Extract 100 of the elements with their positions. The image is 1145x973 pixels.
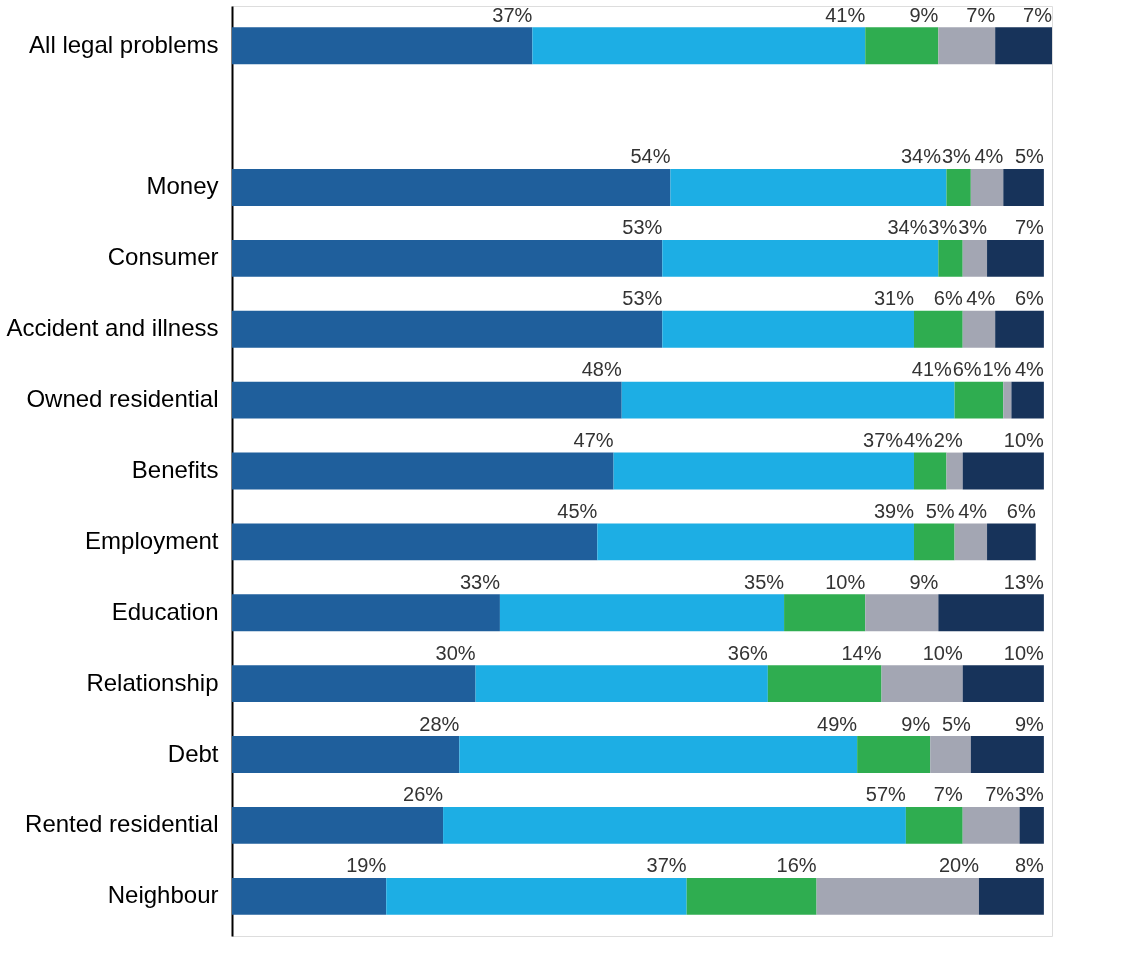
bar bbox=[1003, 381, 1012, 419]
bar bbox=[232, 452, 614, 490]
y-tick-label: Owned residential bbox=[26, 385, 219, 413]
bar bbox=[1003, 169, 1044, 206]
data-label: 10% bbox=[1003, 641, 1045, 664]
bar bbox=[662, 239, 939, 277]
bar bbox=[232, 310, 663, 348]
bar bbox=[962, 806, 1020, 844]
y-tick-label: Money bbox=[146, 172, 219, 200]
bar bbox=[232, 169, 671, 206]
data-label: 37% bbox=[492, 3, 533, 26]
y-tick-label: Benefits bbox=[131, 456, 219, 483]
bar bbox=[475, 665, 768, 703]
data-label: 48% bbox=[581, 358, 622, 381]
bar bbox=[995, 310, 1044, 348]
bar bbox=[499, 594, 785, 632]
bar bbox=[670, 169, 947, 206]
bar bbox=[995, 27, 1052, 65]
y-tick-label: Neighbour bbox=[107, 881, 219, 909]
bar bbox=[962, 310, 996, 348]
data-label: 9% bbox=[909, 570, 939, 593]
data-label: 45% bbox=[557, 499, 598, 522]
bar bbox=[954, 523, 988, 561]
data-label: 3% bbox=[941, 145, 972, 168]
data-label: 9% bbox=[1014, 712, 1045, 735]
bar bbox=[232, 877, 387, 915]
data-label: 4% bbox=[903, 429, 934, 451]
data-label: 26% bbox=[403, 783, 444, 806]
data-label: 6% bbox=[1014, 287, 1045, 310]
data-label: 34% bbox=[900, 145, 942, 168]
data-label: 7% bbox=[933, 783, 963, 806]
bar bbox=[938, 239, 963, 277]
data-label: 36% bbox=[727, 641, 769, 664]
y-tick-label: All legal problems bbox=[29, 30, 219, 58]
bar bbox=[970, 169, 1004, 206]
bar bbox=[905, 806, 963, 844]
bar bbox=[954, 381, 1004, 419]
bar bbox=[232, 665, 476, 703]
bar bbox=[946, 169, 971, 206]
bar bbox=[987, 523, 1036, 561]
data-label: 57% bbox=[865, 783, 907, 806]
data-label: 5% bbox=[1014, 145, 1045, 168]
bar bbox=[232, 239, 663, 277]
data-label: 3% bbox=[1014, 783, 1045, 806]
y-tick-label: Accident and illness bbox=[6, 314, 219, 342]
data-label: 6% bbox=[933, 287, 963, 310]
data-label: 19% bbox=[346, 854, 387, 877]
bar bbox=[970, 736, 1044, 773]
data-label: 1% bbox=[982, 358, 1012, 381]
data-label: 2% bbox=[933, 429, 963, 451]
bar bbox=[987, 239, 1044, 277]
data-label: 7% bbox=[1014, 216, 1045, 239]
data-label: 53% bbox=[622, 216, 663, 239]
data-label: 7% bbox=[985, 783, 1015, 806]
y-tick-label: Debt bbox=[167, 739, 219, 767]
data-label: 5% bbox=[925, 499, 955, 522]
data-label: 41% bbox=[911, 358, 953, 381]
data-label: 37% bbox=[863, 429, 904, 451]
bar bbox=[767, 665, 882, 703]
data-label: 10% bbox=[825, 570, 866, 593]
data-label: 47% bbox=[573, 429, 614, 451]
bar bbox=[938, 594, 1044, 632]
bar bbox=[1011, 381, 1044, 419]
data-label: 6% bbox=[952, 358, 982, 381]
data-label: 33% bbox=[459, 570, 501, 593]
data-label: 4% bbox=[1014, 358, 1045, 381]
bar bbox=[865, 594, 939, 632]
data-label: 37% bbox=[646, 854, 687, 877]
data-label: 39% bbox=[873, 499, 915, 522]
bar bbox=[938, 27, 996, 65]
data-label: 9% bbox=[901, 712, 931, 735]
bar bbox=[913, 452, 947, 490]
data-label: 3% bbox=[958, 216, 988, 239]
data-label: 9% bbox=[909, 3, 939, 26]
data-label: 31% bbox=[873, 287, 915, 310]
bar bbox=[232, 806, 444, 844]
bar bbox=[978, 877, 1044, 915]
bar bbox=[784, 594, 866, 632]
data-label: 20% bbox=[938, 854, 980, 877]
bar bbox=[865, 27, 939, 65]
bar bbox=[459, 736, 858, 773]
bar bbox=[613, 452, 914, 490]
data-label: 8% bbox=[1014, 854, 1045, 877]
data-label: 34% bbox=[887, 216, 928, 239]
bar bbox=[962, 452, 1044, 490]
bar bbox=[232, 27, 533, 65]
bar bbox=[232, 736, 460, 773]
data-label: 4% bbox=[974, 145, 1004, 168]
data-label: 54% bbox=[630, 145, 671, 168]
data-label: 49% bbox=[817, 712, 858, 735]
y-tick-label: Employment bbox=[85, 526, 219, 554]
bar bbox=[232, 381, 622, 419]
data-label: 4% bbox=[958, 499, 988, 522]
bar bbox=[881, 665, 963, 703]
data-label: 13% bbox=[1003, 570, 1045, 593]
data-label: 16% bbox=[776, 854, 817, 877]
data-label: 5% bbox=[941, 712, 972, 735]
bar bbox=[232, 594, 500, 632]
bar bbox=[816, 877, 979, 915]
bar bbox=[662, 310, 914, 348]
